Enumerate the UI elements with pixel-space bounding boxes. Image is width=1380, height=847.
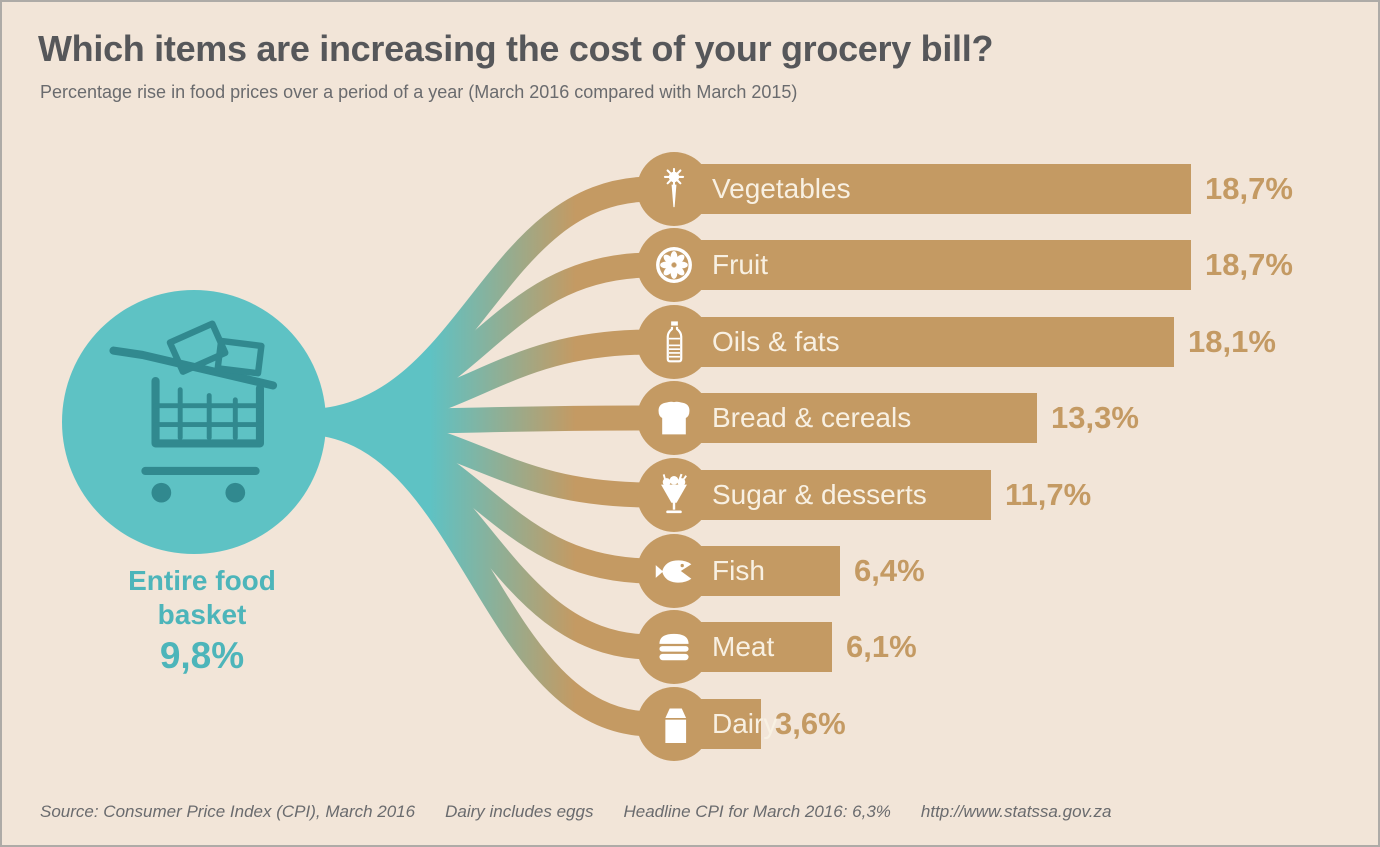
branch-curve <box>301 409 653 508</box>
oil-bottle-icon <box>666 321 682 363</box>
category-bar <box>658 240 1191 290</box>
hub-label-line1: Entire food <box>128 565 276 596</box>
footer-source: Source: Consumer Price Index (CPI), Marc… <box>40 802 416 821</box>
category-icon-bubble <box>637 381 711 455</box>
fish-icon <box>655 559 692 583</box>
value-label: 18,7% <box>1205 247 1293 282</box>
hub-value: 9,8% <box>159 635 245 676</box>
category-icon-bubble <box>637 534 711 608</box>
value-label: 6,1% <box>846 629 917 664</box>
footer-note-dairy: Dairy includes eggs <box>445 802 594 821</box>
branch-curve <box>301 409 653 737</box>
citrus-slice-icon <box>656 247 692 283</box>
category-icon-bubble <box>637 228 711 302</box>
footer-url: http://www.statssa.gov.za <box>920 802 1112 821</box>
burger-icon <box>659 633 689 660</box>
branch-curve <box>301 405 653 435</box>
branch-curve <box>301 409 653 584</box>
carrot-icon <box>663 168 685 208</box>
branch-curve <box>301 252 653 435</box>
milk-carton-icon <box>665 708 687 743</box>
category-bar <box>658 470 991 520</box>
value-label: 18,1% <box>1188 324 1276 359</box>
category-label: Meat <box>712 631 775 662</box>
category-label: Sugar & desserts <box>712 479 927 510</box>
category-label: Oils & fats <box>712 326 840 357</box>
value-label: 6,4% <box>854 553 925 588</box>
category-bar <box>658 393 1037 443</box>
category-label: Fish <box>712 555 765 586</box>
footer-note-cpi: Headline CPI for March 2016: 6,3% <box>623 802 891 821</box>
basket-circle <box>62 290 326 554</box>
category-icon-bubble <box>637 458 711 532</box>
hub-label-line2: basket <box>157 599 247 630</box>
bread-icon <box>658 401 690 435</box>
hub-label: Entire food basket 9,8% <box>72 564 332 678</box>
value-label: 3,6% <box>775 706 846 741</box>
category-icon-bubble <box>637 152 711 226</box>
value-label: 11,7% <box>1005 477 1092 512</box>
category-label: Fruit <box>712 249 768 280</box>
page-title: Which items are increasing the cost of y… <box>38 28 994 69</box>
branch-curve <box>301 176 653 435</box>
shopping-cart-icon <box>109 320 278 503</box>
value-label: 18,7% <box>1205 171 1293 206</box>
category-label: Bread & cereals <box>712 402 912 433</box>
category-label: Dairy <box>712 708 778 739</box>
category-label: Vegetables <box>712 173 851 204</box>
category-bar <box>658 164 1191 214</box>
branch-curves <box>301 176 653 737</box>
page-subtitle: Percentage rise in food prices over a pe… <box>40 82 798 102</box>
category-bar <box>658 317 1174 367</box>
category-icon-bubble <box>637 687 711 761</box>
branch-curve <box>301 329 653 435</box>
value-label: 13,3% <box>1051 400 1139 435</box>
footer: Source: Consumer Price Index (CPI), Marc… <box>40 802 1111 822</box>
category-icon-bubble <box>637 305 711 379</box>
sundae-icon <box>661 473 687 514</box>
branch-curve <box>301 409 653 660</box>
category-icon-bubble <box>637 610 711 684</box>
